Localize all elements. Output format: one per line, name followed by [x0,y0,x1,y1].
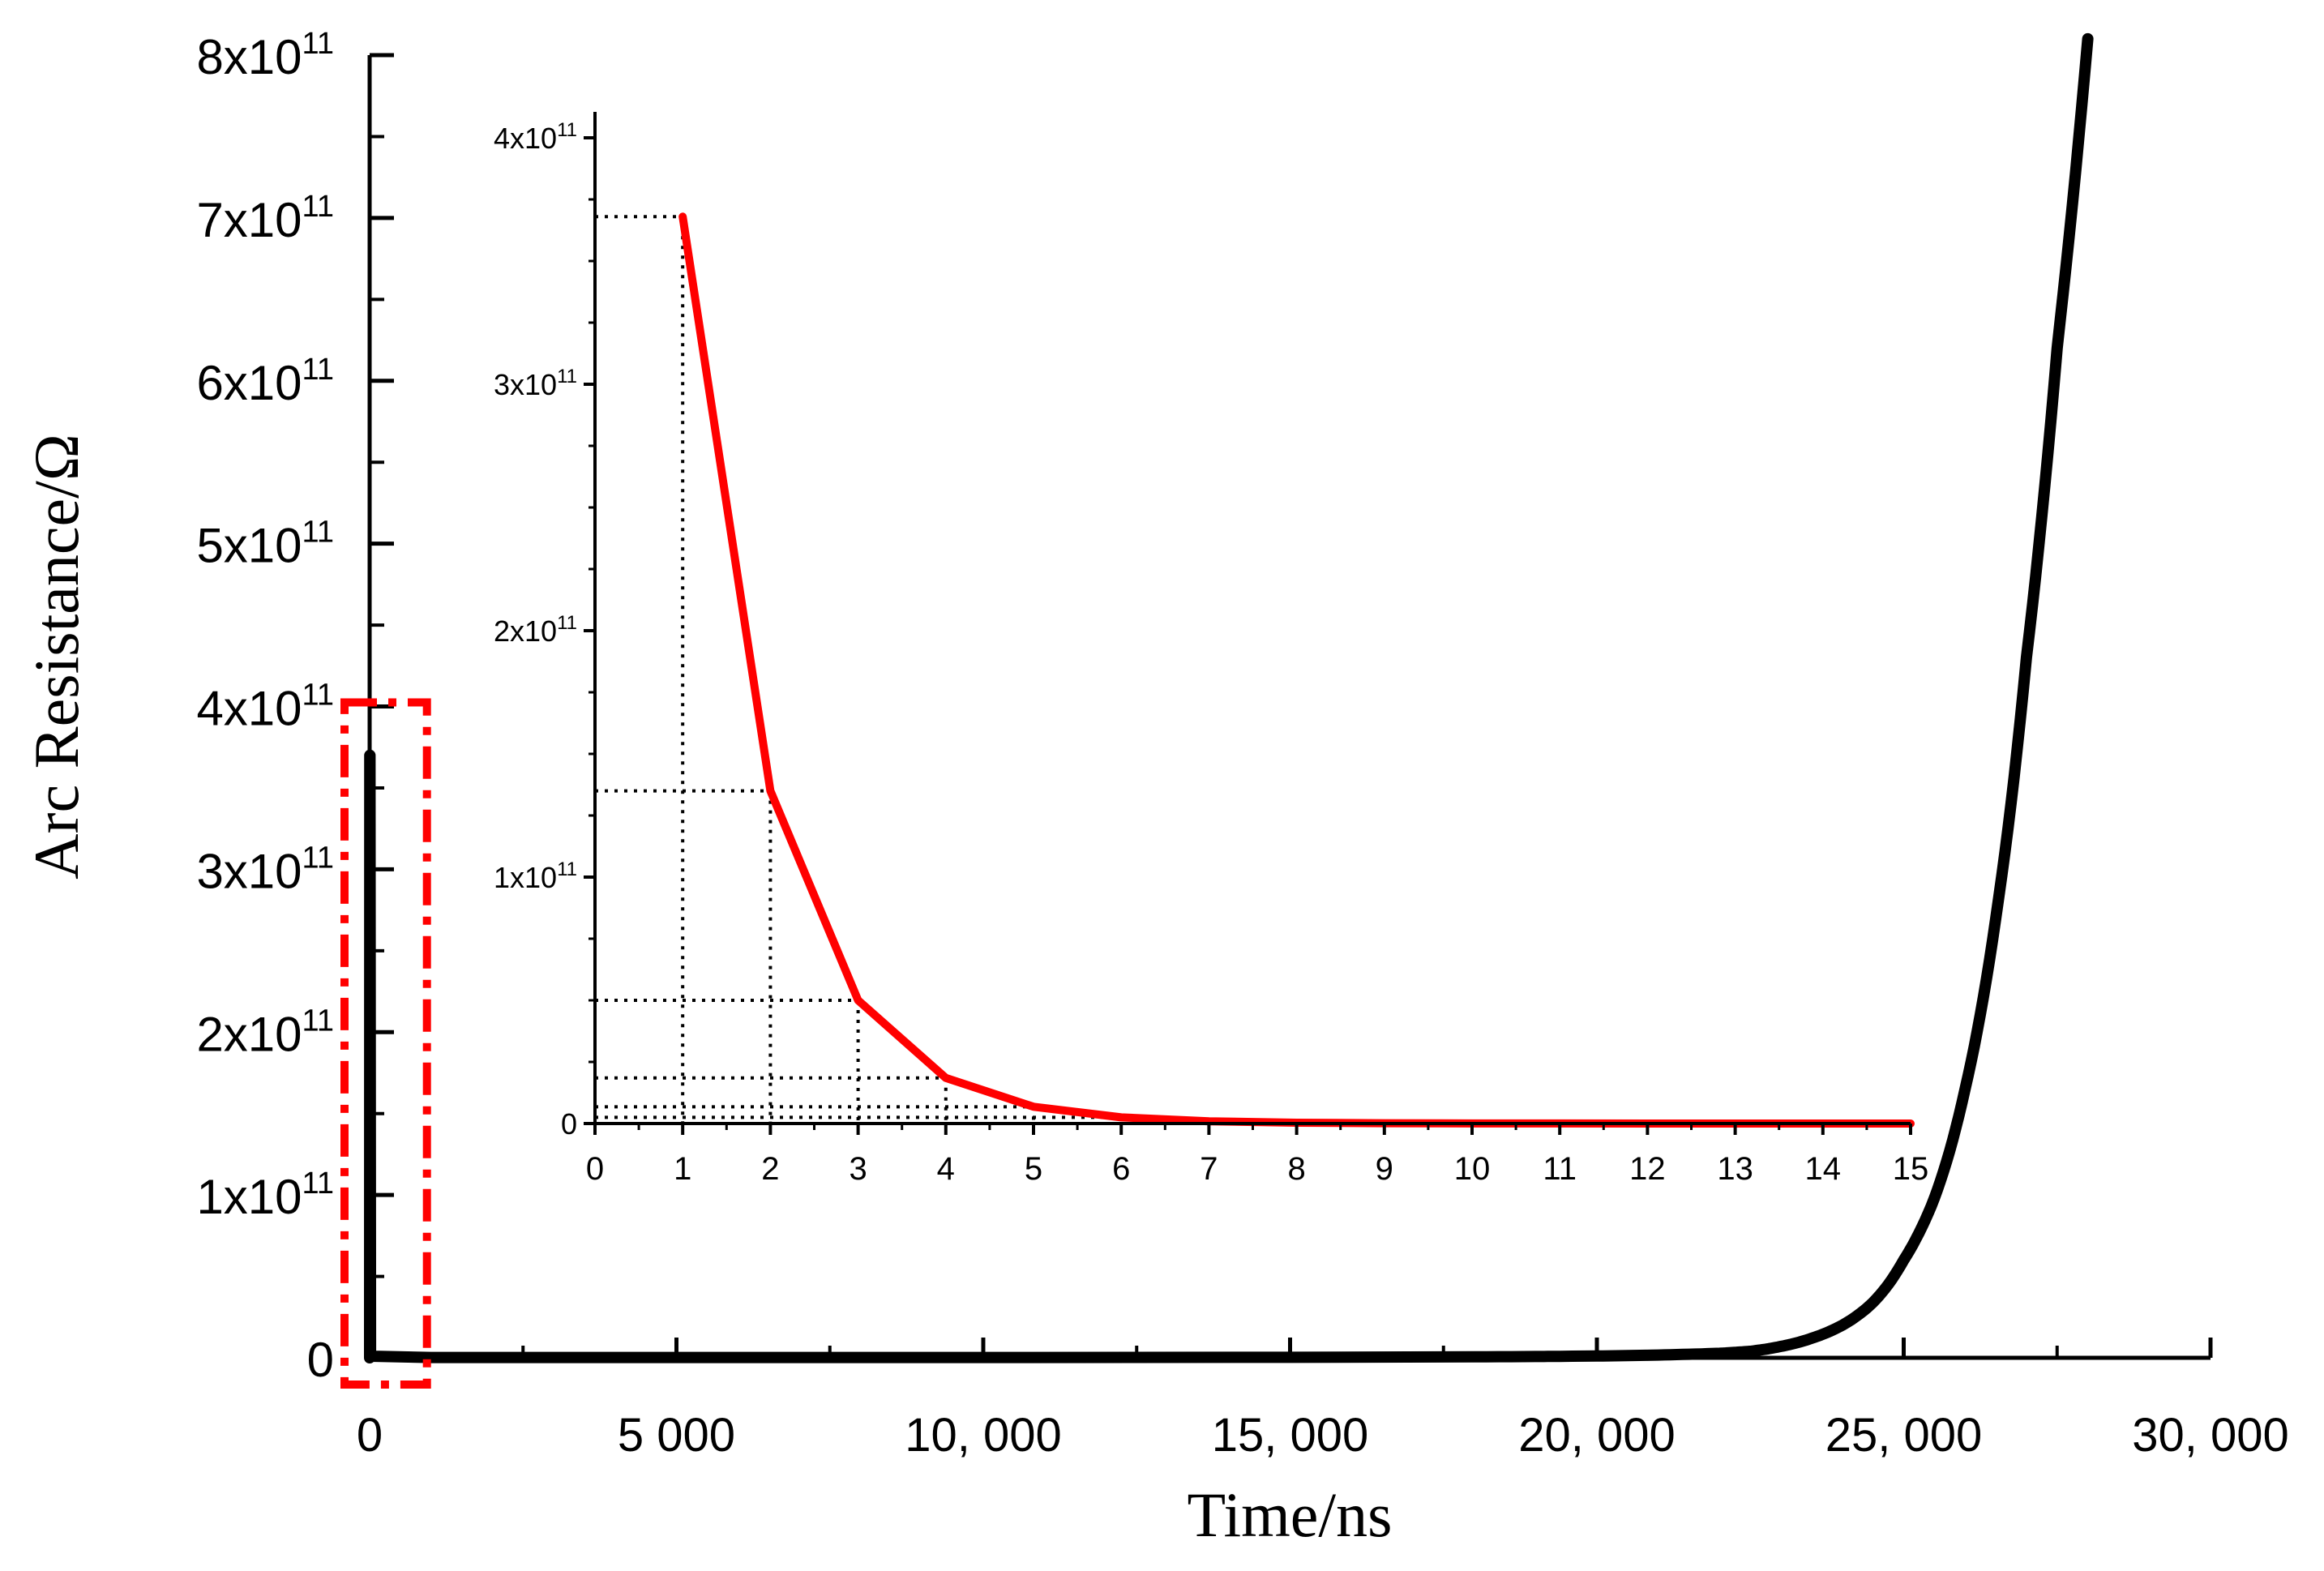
inset-x-tick-label: 14 [1805,1151,1842,1187]
main-y-tick-label: 6x1011 [196,353,334,410]
zoom-region-box [340,698,431,1389]
zoom-region [340,698,431,1389]
main-y-tick-label-exponent: 11 [302,678,334,713]
main-y-tick-label-exponent: 11 [302,1004,334,1038]
inset-x-tick-label: 6 [1112,1151,1130,1187]
main-x-tick-label: 5 000 [618,1409,735,1462]
y-axis-title: Arc Resistance/Ω [21,434,92,880]
main-y-tick-label: 4x1011 [196,678,334,736]
inset-y-tick-label: 3x1011 [494,366,577,401]
inset-x-tick-label: 1 [674,1151,691,1187]
inset-y-tick-label: 4x1011 [494,119,577,155]
main-x-tick-label: 15, 000 [1212,1409,1369,1462]
inset-x-tick-label: 15 [1893,1151,1929,1187]
inset-y-tick-label-exponent: 11 [557,366,577,387]
inset-y-tick-label-exponent: 11 [557,858,577,880]
inset-y-tick-label-mantissa: 1x10 [494,861,557,894]
main-y-tick-label: 7x1011 [196,190,334,247]
inset-y-tick-label: 0 [561,1107,577,1141]
main-y-tick-label-mantissa: 2x10 [196,1007,302,1061]
main-y-tick-label-exponent: 11 [302,353,334,387]
main-y-tick-label: 3x1011 [196,841,334,898]
inset-x-tick-label: 5 [1025,1151,1042,1187]
main-series-layer [364,32,2094,1363]
main-y-tick-label: 2x1011 [196,1004,334,1061]
inset-x-tick-label: 0 [586,1151,604,1187]
main-y-tick-label-exponent: 11 [302,841,334,875]
main-y-tick-label-exponent: 11 [302,27,334,61]
main-y-tick-label: 0 [307,1333,334,1387]
main-y-tick-label-exponent: 11 [302,190,334,224]
inset-y-tick-label-mantissa: 2x10 [494,614,557,648]
inset-x-tick-label: 2 [761,1151,779,1187]
main-x-tick-label: 0 [357,1409,383,1462]
main-y-tick-label: 8x1011 [196,27,334,84]
inset-x-tick-label: 13 [1717,1151,1753,1187]
x-axis-title: Time/ns [1188,1479,1393,1550]
inset-y-tick-label: 1x1011 [494,858,577,894]
inset-y-tick-label: 2x1011 [494,612,577,648]
main-y-tick-label-mantissa: 3x10 [196,844,302,898]
inset-x-tick-label: 8 [1287,1151,1305,1187]
main-y-tick-label: 1x1011 [196,1166,334,1224]
main-y-tick-label-mantissa: 1x10 [196,1170,302,1224]
inset-y-tick-label-mantissa: 4x10 [494,122,557,155]
inset-x-tick-label: 11 [1543,1151,1577,1187]
inset-x-tick-label: 7 [1200,1151,1218,1187]
main-y-tick-label-exponent: 11 [302,1166,334,1201]
inset-y-tick-label-exponent: 11 [557,119,577,141]
main-y-tick-label-mantissa: 4x10 [196,682,302,736]
main-x-tick-label: 30, 000 [2132,1409,2289,1462]
main-y-tick-label-exponent: 11 [302,516,334,550]
inset-x-tick-label: 4 [937,1151,955,1187]
main-y-tick-label-mantissa: 6x10 [196,356,302,410]
main-y-tick-label-mantissa: 7x10 [196,193,302,247]
inset-x-tick-label: 12 [1629,1151,1666,1187]
inset-y-tick-label-exponent: 11 [557,612,577,634]
main-x-tick-label: 25, 000 [1825,1409,1983,1462]
main-y-tick-label: 5x1011 [196,516,334,573]
main-ticks: 01x10112x10113x10114x10115x10116x10117x1… [196,27,2288,1462]
inset-x-tick-label: 3 [849,1151,867,1187]
inset-x-tick-label: 10 [1454,1151,1491,1187]
main-y-tick-label-mantissa: 5x10 [196,519,302,573]
main-series-line [364,32,2094,1363]
inset-x-tick-label: 9 [1376,1151,1393,1187]
inset-y-tick-label-mantissa: 3x10 [494,368,557,401]
main-x-tick-label: 20, 000 [1518,1409,1676,1462]
main-y-tick-label-mantissa: 8x10 [196,30,302,84]
main-x-tick-label: 10, 000 [905,1409,1062,1462]
